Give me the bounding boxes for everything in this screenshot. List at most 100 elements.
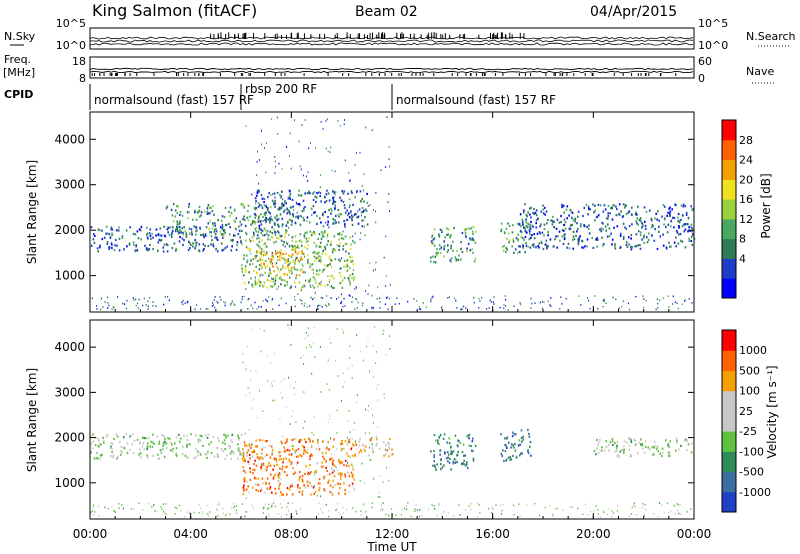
echo-cell — [283, 446, 285, 449]
echo-cell — [520, 436, 523, 440]
echo-cell — [118, 229, 120, 232]
echo-cell — [166, 205, 169, 208]
echo-cell — [97, 437, 100, 440]
echo-cell — [268, 274, 270, 277]
ground-scatter-cell — [130, 508, 132, 510]
echo-cell — [242, 217, 244, 221]
ground-scatter-cell — [385, 513, 387, 516]
echo-cell — [672, 216, 674, 219]
echo-cell — [211, 210, 214, 213]
echo-cell — [435, 468, 437, 471]
ground-scatter-cell — [271, 505, 274, 508]
echo-cell — [269, 238, 271, 241]
sparse-cell — [298, 140, 300, 143]
echo-cell — [350, 260, 352, 263]
echo-cell — [547, 230, 549, 233]
sparse-cell — [242, 454, 244, 457]
echo-cell — [456, 249, 458, 253]
echo-cell — [140, 225, 143, 229]
echo-cell — [282, 458, 285, 461]
echo-cell — [202, 234, 205, 238]
echo-cell — [144, 244, 146, 247]
ground-scatter-cell — [394, 303, 396, 305]
echo-cell — [152, 433, 154, 436]
echo-cell — [361, 206, 364, 209]
ground-scatter-cell — [418, 306, 421, 308]
ground-scatter-cell — [113, 510, 115, 512]
sparse-cell — [320, 465, 322, 467]
echo-cell — [162, 442, 165, 445]
echo-cell — [625, 227, 628, 230]
echo-cell — [300, 256, 303, 259]
echo-cell — [616, 440, 619, 444]
sparse-cell — [249, 271, 250, 273]
echo-cell — [520, 429, 523, 432]
echo-cell — [327, 192, 330, 195]
echo-cell — [579, 225, 582, 228]
echo-cell — [692, 209, 694, 212]
sparse-cell — [367, 410, 369, 412]
echo-cell — [538, 246, 540, 249]
echo-cell — [440, 468, 442, 471]
echo-cell — [175, 452, 178, 455]
echo-cell — [268, 482, 270, 485]
echo-cell — [260, 262, 263, 265]
sparse-cell — [384, 396, 386, 399]
echo-cell — [515, 237, 518, 240]
echo-cell — [153, 442, 155, 446]
echo-cell — [606, 235, 609, 238]
echo-cell — [452, 450, 455, 453]
echo-cell — [284, 279, 286, 282]
echo-cell — [216, 250, 219, 253]
ground-scatter-cell — [266, 300, 268, 302]
echo-cell — [280, 283, 282, 286]
echo-cell — [328, 479, 330, 482]
echo-cell — [279, 196, 282, 199]
echo-cell — [318, 486, 321, 489]
echo-cell — [300, 194, 302, 197]
echo-cell — [586, 245, 588, 248]
echo-cell — [273, 284, 275, 287]
echo-cell — [118, 249, 121, 252]
ground-scatter-cell — [388, 297, 390, 300]
sparse-cell — [295, 240, 297, 243]
echo-cell — [309, 458, 311, 461]
echo-cell — [276, 273, 278, 276]
ground-scatter-cell — [594, 295, 596, 297]
ground-scatter-cell — [612, 296, 614, 299]
ground-scatter-cell — [149, 296, 151, 299]
echo-cell — [238, 436, 240, 439]
y-tick-label: 1000 — [54, 476, 85, 490]
echo-cell — [528, 230, 531, 233]
ground-scatter-cell — [330, 297, 332, 299]
echo-cell — [129, 435, 132, 438]
echo-cell — [562, 242, 565, 245]
echo-cell — [243, 484, 245, 487]
ground-scatter-cell — [340, 302, 342, 304]
echo-cell — [245, 254, 248, 257]
echo-cell — [688, 226, 690, 229]
echo-cell — [163, 234, 166, 237]
echo-cell — [278, 451, 280, 454]
echo-cell — [607, 223, 609, 226]
echo-cell — [320, 245, 322, 248]
echo-cell — [244, 270, 247, 273]
echo-cell — [111, 442, 114, 445]
echo-cell — [231, 245, 233, 248]
colorbar-tick-label: 25 — [739, 405, 753, 418]
ground-scatter-cell — [663, 511, 665, 514]
sparse-cell — [370, 459, 372, 461]
echo-cell — [212, 222, 214, 225]
sparse-cell — [354, 288, 356, 290]
echo-cell — [249, 215, 251, 218]
echo-cell — [471, 230, 474, 233]
echo-cell — [273, 203, 275, 206]
echo-cell — [274, 275, 277, 278]
echo-cell — [256, 251, 258, 254]
echo-cell — [654, 228, 656, 231]
echo-cell — [284, 201, 287, 204]
echo-cell — [276, 463, 278, 467]
sparse-cell — [369, 204, 371, 206]
echo-cell — [271, 453, 273, 456]
ground-scatter-cell — [356, 307, 358, 309]
